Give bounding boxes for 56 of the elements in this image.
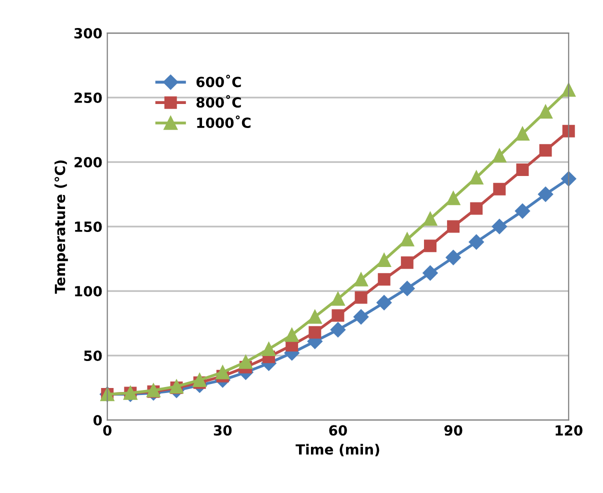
y-tick-label: 100 <box>75 286 102 297</box>
y-tick-label: 50 <box>84 350 102 362</box>
point <box>562 124 575 138</box>
point <box>354 272 368 286</box>
point <box>446 191 460 206</box>
point <box>354 291 368 304</box>
point <box>538 104 553 119</box>
x-tick-label: 90 <box>444 425 462 436</box>
point <box>493 182 506 196</box>
point <box>423 212 438 226</box>
x-tick-label: 60 <box>329 425 347 436</box>
point <box>400 256 414 269</box>
point <box>400 232 414 246</box>
y-tick-label: 0 <box>93 415 102 426</box>
point <box>331 292 345 306</box>
legend-label: 600˚C <box>196 74 241 88</box>
point <box>539 144 552 157</box>
point <box>216 365 230 380</box>
x-tick-label: 30 <box>214 425 232 436</box>
x-tick-label: 0 <box>103 425 112 436</box>
point <box>377 253 392 268</box>
point <box>308 326 322 339</box>
point <box>469 170 484 184</box>
point <box>376 295 392 310</box>
point <box>492 218 508 234</box>
y-tick-label: 300 <box>74 28 102 39</box>
point <box>332 309 344 322</box>
point <box>516 164 529 176</box>
point <box>378 273 390 286</box>
x-axis-title: Time (min) <box>296 444 380 456</box>
y-tick-label: 250 <box>74 92 102 104</box>
point <box>424 240 436 252</box>
x-tick-label: 120 <box>556 425 582 436</box>
point <box>192 373 207 387</box>
point <box>308 310 322 324</box>
point <box>516 126 530 141</box>
point <box>262 342 276 356</box>
point <box>538 186 554 202</box>
point <box>238 355 253 369</box>
point <box>447 220 460 233</box>
point <box>468 234 484 250</box>
point <box>446 250 461 266</box>
y-axis-title: Temperature (°C) <box>54 160 68 294</box>
legend-label: 800˚C <box>196 95 241 108</box>
point <box>400 280 415 296</box>
point <box>284 328 299 342</box>
legend-label: 1000˚C <box>197 115 251 128</box>
point <box>492 148 506 163</box>
point <box>422 265 438 281</box>
y-tick-label: 150 <box>75 222 102 232</box>
y-tick-label: 200 <box>74 157 102 168</box>
point <box>470 202 483 215</box>
point <box>353 309 369 324</box>
point <box>561 171 576 186</box>
point <box>514 203 530 219</box>
point <box>330 322 346 338</box>
